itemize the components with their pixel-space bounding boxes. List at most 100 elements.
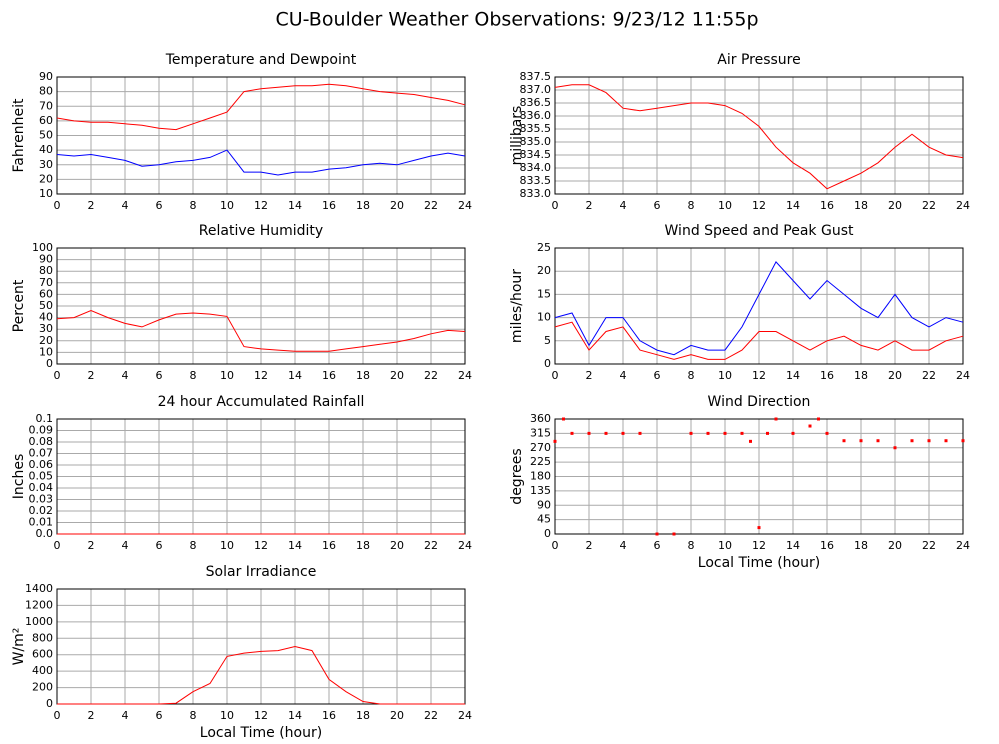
x-tick-label: 14 — [786, 199, 800, 212]
x-tick-label: 20 — [390, 539, 404, 552]
y-tick-label: 835.5 — [520, 122, 552, 135]
x-tick-label: 8 — [688, 369, 695, 382]
y-tick-label: 0.02 — [29, 504, 54, 517]
point — [672, 532, 676, 536]
y-tick-label: 0.09 — [29, 424, 54, 437]
y-tick-label: 600 — [32, 648, 53, 661]
x-tick-label: 12 — [752, 199, 766, 212]
x-tick-label: 18 — [854, 369, 868, 382]
point — [604, 431, 608, 435]
x-tick-label: 18 — [854, 199, 868, 212]
x-tick-label: 16 — [322, 199, 336, 212]
x-tick-label: 14 — [288, 199, 302, 212]
y-tick-label: 80 — [39, 264, 53, 277]
x-tick-label: 4 — [620, 369, 627, 382]
x-tick-label: 6 — [654, 539, 661, 552]
x-tick-label: 0 — [54, 709, 61, 722]
x-tick-label: 20 — [888, 369, 902, 382]
y-tick-label: 100 — [32, 241, 53, 254]
y-tick-label: 80 — [39, 85, 53, 98]
point — [749, 439, 752, 443]
y-tick-label: 0.08 — [29, 435, 54, 448]
y-tick-label: 25 — [537, 241, 551, 254]
plot-frame — [56, 76, 466, 195]
x-tick-label: 0 — [54, 369, 61, 382]
y-tick-label: 20 — [537, 264, 551, 277]
y-axis-label: degrees — [509, 448, 525, 504]
point — [825, 431, 829, 435]
point — [706, 431, 710, 435]
y-tick-label: 834.5 — [520, 148, 552, 161]
x-axis-label: Local Time (hour) — [200, 725, 322, 741]
series-line — [56, 149, 466, 176]
y-tick-label: 0.1 — [36, 412, 54, 425]
y-tick-label: 800 — [32, 631, 53, 644]
x-tick-label: 10 — [718, 539, 732, 552]
y-tick-label: 835.0 — [520, 135, 552, 148]
y-tick-label: 0.05 — [29, 470, 54, 483]
y-tick-label: 90 — [39, 70, 53, 83]
point — [893, 446, 897, 450]
x-tick-label: 16 — [322, 709, 336, 722]
plot-frame — [56, 247, 466, 365]
x-tick-label: 4 — [122, 709, 129, 722]
x-tick-label: 18 — [356, 199, 370, 212]
x-tick-label: 0 — [552, 539, 559, 552]
y-tick-label: 60 — [39, 287, 53, 300]
point — [638, 431, 642, 435]
point — [757, 526, 761, 530]
x-tick-label: 0 — [54, 539, 61, 552]
chart-title: Relative Humidity — [199, 223, 323, 239]
y-tick-label: 0.04 — [29, 481, 54, 494]
y-axis-label: Fahrenheit — [11, 98, 27, 173]
y-tick-label: 50 — [39, 129, 53, 142]
y-tick-label: 270 — [530, 441, 551, 454]
x-tick-label: 14 — [786, 539, 800, 552]
x-tick-label: 22 — [922, 369, 936, 382]
y-tick-label: 836.0 — [520, 109, 552, 122]
chart-title: 24 hour Accumulated Rainfall — [158, 394, 365, 410]
y-tick-label: 834.0 — [520, 161, 552, 174]
point — [876, 439, 880, 443]
point — [944, 439, 948, 443]
series-line — [56, 83, 466, 131]
series-line — [57, 645, 465, 705]
x-tick-label: 24 — [956, 539, 970, 552]
x-tick-label: 20 — [390, 369, 404, 382]
y-tick-label: 360 — [530, 412, 551, 425]
y-tick-label: 20 — [39, 334, 53, 347]
x-tick-label: 6 — [156, 369, 163, 382]
y-tick-label: 60 — [39, 114, 53, 127]
x-tick-label: 22 — [424, 539, 438, 552]
y-tick-label: 40 — [39, 311, 53, 324]
x-tick-label: 24 — [458, 369, 472, 382]
y-tick-label: 836.5 — [520, 96, 552, 109]
y-tick-label: 0 — [46, 357, 53, 370]
x-tick-label: 10 — [220, 199, 234, 212]
plot-frame — [56, 588, 466, 705]
x-tick-label: 2 — [586, 199, 593, 212]
x-tick-label: 8 — [190, 709, 197, 722]
page-title: CU-Boulder Weather Observations: 9/23/12… — [275, 9, 758, 31]
x-tick-label: 16 — [820, 539, 834, 552]
y-tick-label: 1200 — [25, 598, 53, 611]
x-tick-label: 20 — [888, 539, 902, 552]
x-tick-label: 16 — [322, 369, 336, 382]
y-tick-label: 833.5 — [520, 174, 552, 187]
y-tick-label: 45 — [537, 513, 551, 526]
point — [817, 417, 820, 421]
y-tick-label: 1400 — [25, 582, 53, 595]
x-tick-label: 12 — [254, 369, 268, 382]
x-tick-label: 4 — [122, 199, 129, 212]
y-tick-label: 50 — [39, 299, 53, 312]
x-tick-label: 18 — [356, 369, 370, 382]
y-tick-label: 30 — [39, 158, 53, 171]
chart-title: Temperature and Dewpoint — [165, 52, 357, 68]
x-tick-label: 4 — [122, 539, 129, 552]
x-tick-label: 10 — [220, 709, 234, 722]
y-tick-label: 20 — [39, 172, 53, 185]
y-tick-label: 1000 — [25, 615, 53, 628]
y-tick-label: 0.03 — [29, 493, 54, 506]
y-axis-label: W/m² — [11, 628, 27, 666]
point — [791, 431, 795, 435]
